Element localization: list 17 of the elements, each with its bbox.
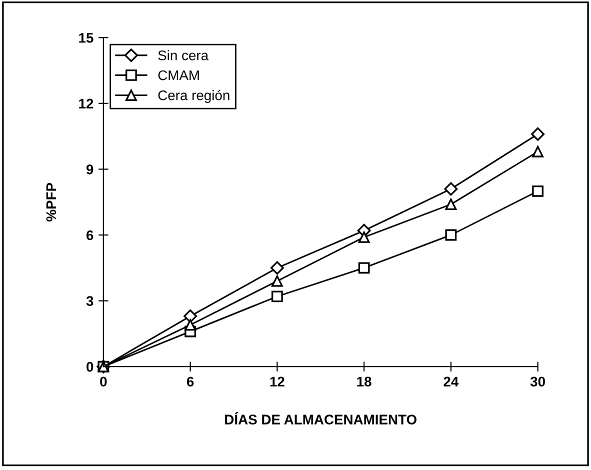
y-tick-label: 15 — [79, 33, 94, 43]
y-axis-title: %PFP — [46, 182, 56, 222]
x-tick-label: 6 — [186, 376, 194, 387]
x-tick-label: 24 — [444, 376, 459, 386]
x-tick-label: 18 — [357, 376, 372, 387]
y-tick-label: 0 — [86, 362, 94, 372]
y-tick-label: 3 — [86, 296, 94, 306]
y-tick-label: 6 — [86, 230, 94, 240]
legend-label: Sin cera — [158, 50, 209, 60]
legend-label: CMAM — [158, 70, 199, 80]
x-tick-label: 30 — [530, 376, 545, 387]
y-tick-label: 9 — [86, 164, 94, 174]
y-tick-label: 12 — [79, 98, 94, 108]
legend-label: Cera región — [158, 90, 230, 103]
x-tick-label: 12 — [270, 376, 284, 386]
x-tick-label: 0 — [100, 376, 107, 387]
x-axis-title: DÍAS DE ALMACENAMIENTO — [225, 412, 416, 424]
